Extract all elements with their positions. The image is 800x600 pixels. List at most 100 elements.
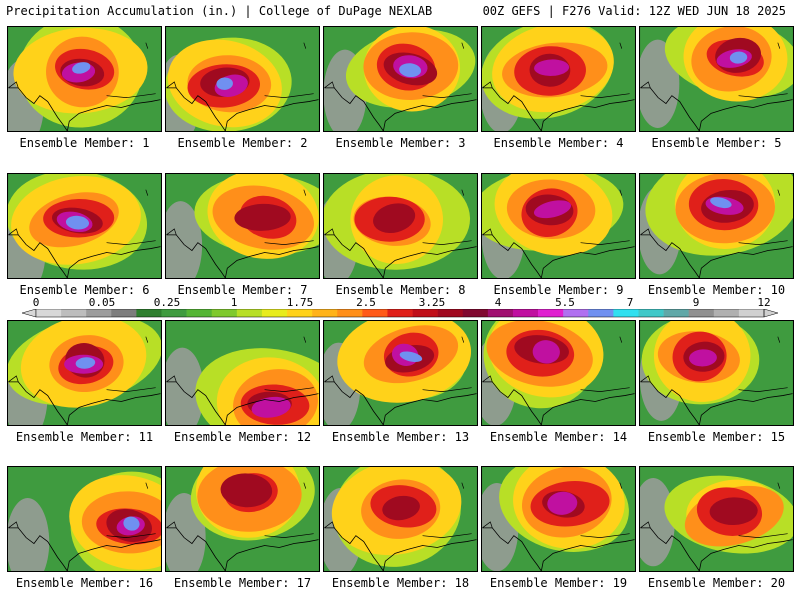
precip-contour [399,351,423,362]
colorbar-segment [462,309,489,317]
precip-map [165,26,320,132]
precip-contour [547,491,578,515]
colorbar-right-arrow [763,309,779,318]
colorbar-segment [111,309,137,317]
state-border [166,189,314,245]
colorbar-scale [21,309,779,318]
precip-field [640,321,793,425]
state-border [324,336,472,392]
ensemble-panel: Ensemble Member: 14 [481,320,636,451]
precip-contour [399,63,422,78]
colorbar-segment [61,309,87,317]
state-border [640,42,788,98]
state-border [324,42,472,98]
colorbar-segment [437,309,464,317]
colorbar-tick-label: 12 [757,296,771,309]
ensemble-panel: Ensemble Member: 15 [639,320,794,451]
member-label: Ensemble Member: 18 [331,576,470,590]
ensemble-panel: Ensemble Member: 10 [639,173,794,304]
colorbar-segment [337,309,363,317]
ensemble-panel: Ensemble Member: 19 [481,466,636,597]
precip-field [640,174,793,278]
precip-field [482,467,635,571]
colorbar-segment [236,309,263,317]
colorbar-tick-label: 7 [626,296,634,309]
dry-zone [166,201,203,278]
precip-map [165,173,320,279]
ensemble-panel: Ensemble Member: 17 [165,466,320,597]
state-border [482,189,630,245]
state-border [166,42,314,98]
colorbar-segment [688,309,715,317]
state-border [482,482,630,538]
precip-map [323,26,478,132]
state-border [482,336,630,392]
colorbar-tick-label: 2.5 [356,296,376,309]
ensemble-panel: Ensemble Member: 6 [7,173,162,304]
precip-field [166,321,319,425]
state-border [640,482,788,538]
member-label: Ensemble Member: 3 [335,136,466,150]
colorbar-segment [362,309,388,317]
precip-map [323,173,478,279]
state-border [8,42,156,98]
colorbar-tick-label: 0.25 [153,296,181,309]
precip-field [482,174,635,278]
ensemble-panel: Ensemble Member: 3 [323,26,478,157]
member-label: Ensemble Member: 1 [19,136,150,150]
ensemble-panel: Ensemble Member: 8 [323,173,478,304]
ensemble-panel: Ensemble Member: 9 [481,173,636,304]
colorbar-segment [412,309,438,317]
precip-field [324,467,477,571]
colorbar-segment [713,309,740,317]
precip-contour [710,197,732,209]
ensemble-panel: Ensemble Member: 7 [165,173,320,304]
precip-contour [532,340,560,364]
precip-contour [220,473,273,508]
precip-map [481,466,636,572]
member-label: Ensemble Member: 4 [493,136,624,150]
precip-contour [251,396,291,418]
member-label: Ensemble Member: 13 [331,430,470,444]
precip-field [482,27,635,131]
member-label: Ensemble Member: 11 [15,430,154,444]
coastline [640,381,793,425]
colorbar-segment [663,309,689,317]
precip-map [165,320,320,426]
coastline [640,234,793,278]
coastline [8,234,161,278]
precip-field [8,321,161,425]
colorbar-segment [261,309,288,317]
precip-field [324,321,477,425]
coastline [324,234,477,278]
member-label: Ensemble Member: 17 [173,576,312,590]
coastline [8,381,161,425]
state-border [640,336,788,392]
coastline [640,87,793,131]
map-title: Precipitation Accumulation (in.) | Colle… [6,4,433,18]
precip-contour [123,516,140,531]
precip-contour [382,495,420,521]
coastline [8,527,161,571]
colorbar-tick-label: 0.05 [88,296,116,309]
colorbar-segment [387,309,413,317]
coastline [324,87,477,131]
precip-map [639,173,794,279]
state-border [8,189,156,245]
coastline [166,527,319,571]
state-border [482,42,630,98]
precip-field [8,174,161,278]
ensemble-panel: Ensemble Member: 20 [639,466,794,597]
colorbar-tick-label: 0 [32,296,40,309]
colorbar-segment [36,309,62,317]
precip-map [7,26,162,132]
colorbar-tick-label: 1.75 [286,296,314,309]
member-label: Ensemble Member: 19 [489,576,628,590]
colorbar-tick-label: 1 [230,296,238,309]
colorbar-segment [312,309,338,317]
dry-zone [166,347,204,425]
colorbar-segment [588,309,614,317]
coastline [166,381,319,425]
member-label: Ensemble Member: 16 [15,576,154,590]
colorbar-segment [538,309,564,317]
